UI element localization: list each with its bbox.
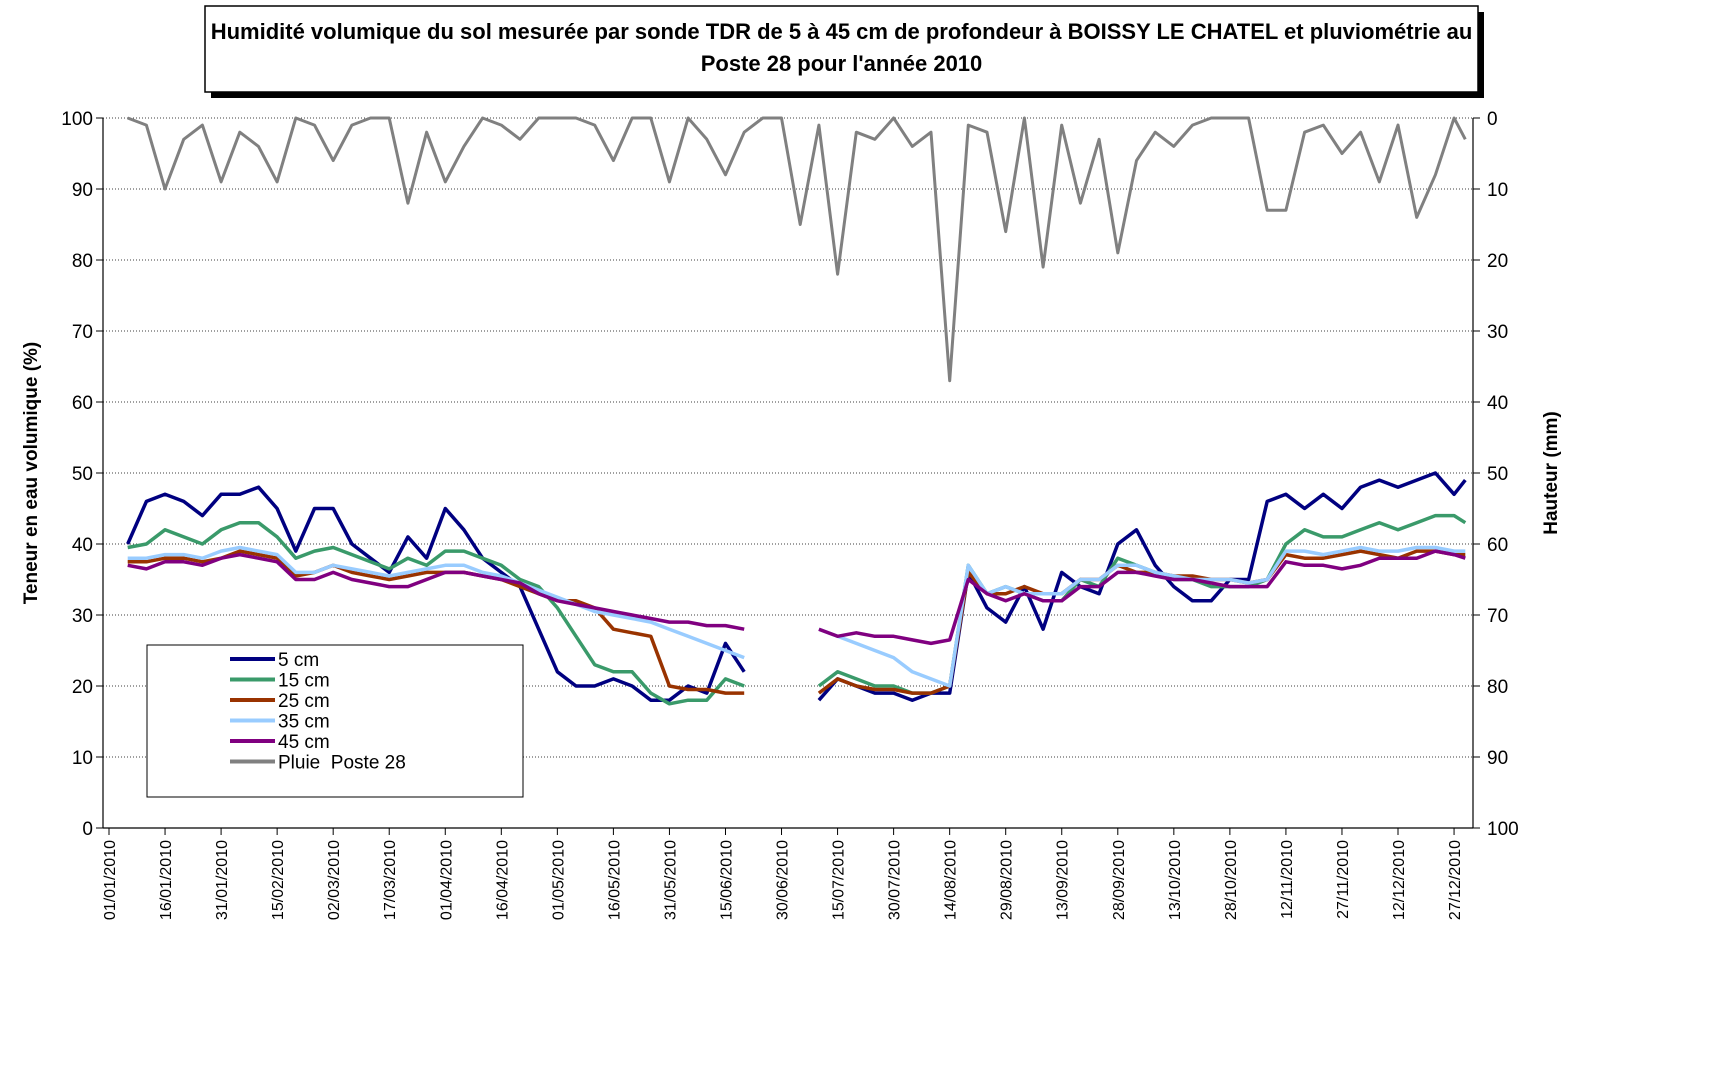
chart-title: Humidité volumique du sol mesurée par so… — [210, 19, 1473, 76]
legend-label: 35 cm — [278, 712, 330, 733]
y-tick-label: 50 — [72, 464, 93, 485]
y-tick-label: 80 — [72, 251, 93, 272]
x-tick-label: 01/04/2010 — [438, 840, 455, 920]
x-tick-label: 29/08/2010 — [999, 840, 1016, 920]
y-tick-label: 90 — [72, 180, 93, 201]
plot-area — [126, 116, 1467, 706]
y-tick-label: 0 — [82, 819, 93, 840]
y2-tick-label: 80 — [1487, 677, 1508, 698]
y2-tick-label: 20 — [1487, 251, 1508, 272]
y2-tick-label: 40 — [1487, 393, 1508, 414]
y2-tick-label: 30 — [1487, 322, 1508, 343]
legend-label: 25 cm — [278, 691, 330, 712]
x-tick-label: 28/10/2010 — [1223, 840, 1240, 920]
series-line — [127, 549, 1466, 646]
x-tick-label: 15/07/2010 — [831, 840, 848, 920]
x-tick-label: 14/08/2010 — [943, 840, 960, 920]
x-tick-label: 13/10/2010 — [1167, 840, 1184, 920]
y-tick-label: 70 — [72, 322, 93, 343]
series-line — [127, 116, 1467, 383]
x-tick-label: 27/11/2010 — [1335, 840, 1352, 919]
y2-tick-label: 50 — [1487, 464, 1508, 485]
y-tick-label: 60 — [72, 393, 93, 414]
y2-tick-label: 70 — [1487, 606, 1508, 627]
y-tick-label: 30 — [72, 606, 93, 627]
y2-axis-label: Hauteur (mm) — [1541, 411, 1562, 535]
y-tick-label: 40 — [72, 535, 93, 556]
x-tick-label: 13/09/2010 — [1055, 840, 1072, 920]
x-tick-label: 28/09/2010 — [1111, 840, 1128, 920]
legend-label: 5 cm — [278, 650, 319, 671]
x-tick-label: 15/02/2010 — [270, 840, 287, 920]
y-axis-label: Teneur en eau volumique (%) — [21, 342, 42, 605]
x-tick-label: 30/06/2010 — [775, 840, 792, 920]
y2-tick-label: 90 — [1487, 748, 1508, 769]
legend-box — [146, 644, 524, 798]
y2-tick-label: 0 — [1487, 109, 1498, 130]
x-tick-label: 16/01/2010 — [158, 840, 175, 920]
y-tick-label: 100 — [61, 109, 93, 130]
x-tick-label: 02/03/2010 — [326, 840, 343, 920]
x-tick-label: 31/05/2010 — [662, 840, 679, 920]
x-tick-label: 15/06/2010 — [718, 840, 735, 920]
y-tick-label: 10 — [72, 748, 93, 769]
x-tick-label: 01/05/2010 — [550, 840, 567, 920]
series-line — [127, 545, 1466, 688]
x-tick-label: 27/12/2010 — [1447, 840, 1464, 920]
y2-tick-label: 60 — [1487, 535, 1508, 556]
title-box — [204, 5, 1479, 93]
legend-label: Pluie Poste 28 — [278, 753, 406, 774]
x-tick-label: 17/03/2010 — [382, 840, 399, 920]
x-tick-label: 31/01/2010 — [214, 840, 231, 920]
x-tick-label: 30/07/2010 — [887, 840, 904, 920]
legend-label: 45 cm — [278, 732, 330, 753]
x-tick-label: 16/04/2010 — [494, 840, 511, 920]
y2-tick-label: 10 — [1487, 180, 1508, 201]
x-tick-label: 16/05/2010 — [606, 840, 623, 920]
x-tick-label: 01/01/2010 — [102, 840, 119, 920]
title-wrap: Humidité volumique du sol mesurée par so… — [210, 19, 1473, 76]
x-tick-label: 12/12/2010 — [1391, 840, 1408, 920]
y-tick-label: 20 — [72, 677, 93, 698]
x-tick-label: 12/11/2010 — [1279, 840, 1296, 919]
grid: 0 10 20 30 40 50 60 70 80 90 100 0 10 20 30 40 50 60 70 80 9… — [61, 109, 1518, 920]
y2-tick-label: 100 — [1487, 819, 1519, 840]
legend-label: 15 cm — [278, 671, 330, 692]
